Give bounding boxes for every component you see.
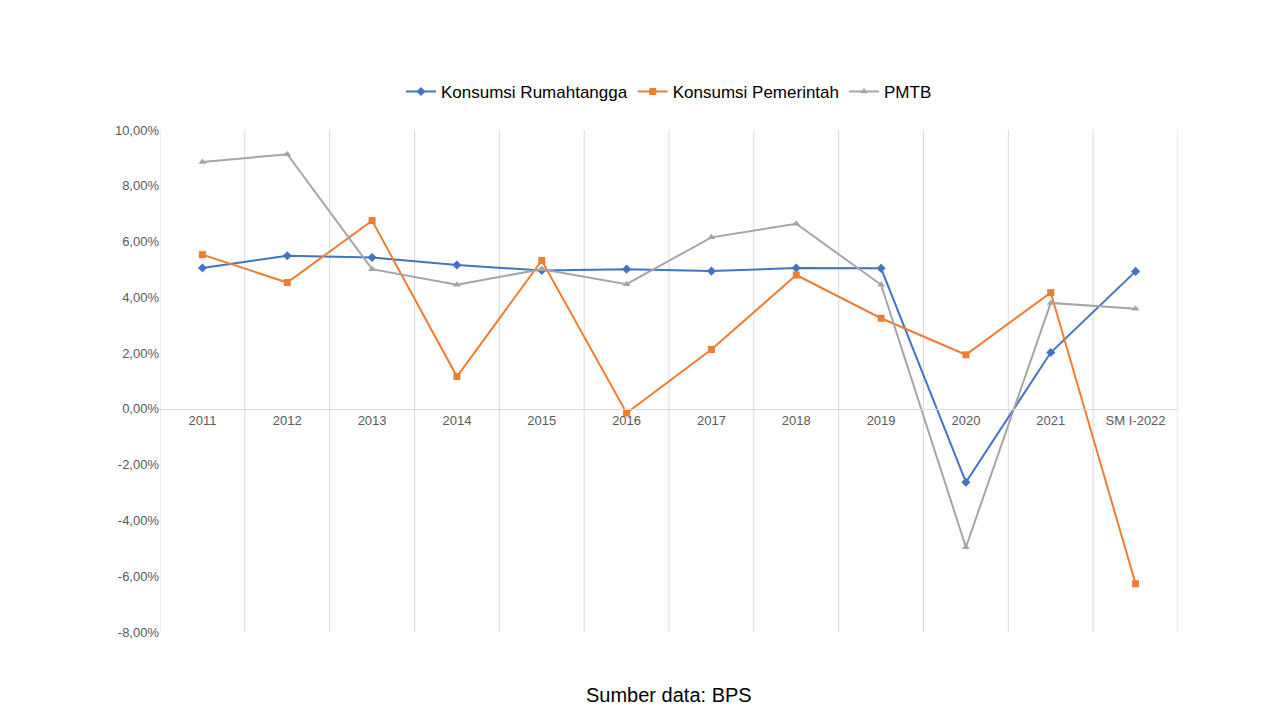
svg-text:-2,00%: -2,00%	[118, 457, 160, 472]
svg-text:2014: 2014	[442, 413, 471, 428]
svg-text:2021: 2021	[1036, 413, 1065, 428]
svg-text:8,00%: 8,00%	[122, 178, 159, 193]
svg-text:2011: 2011	[188, 413, 216, 428]
svg-text:2019: 2019	[867, 413, 896, 428]
svg-text:Konsumsi Rumahtangga: Konsumsi Rumahtangga	[441, 83, 628, 102]
svg-text:PMTB: PMTB	[884, 83, 931, 102]
svg-text:2013: 2013	[358, 413, 387, 428]
svg-text:4,00%: 4,00%	[122, 290, 159, 305]
svg-text:2017: 2017	[697, 413, 726, 428]
svg-text:10,00%: 10,00%	[115, 123, 160, 138]
svg-text:Konsumsi Pemerintah: Konsumsi Pemerintah	[673, 83, 839, 102]
svg-text:-6,00%: -6,00%	[118, 569, 160, 584]
svg-text:-8,00%: -8,00%	[118, 625, 160, 640]
svg-text:-4,00%: -4,00%	[118, 513, 160, 528]
svg-text:2,00%: 2,00%	[122, 346, 159, 361]
svg-text:2016: 2016	[612, 413, 641, 428]
svg-text:SM I-2022: SM I-2022	[1106, 413, 1166, 428]
svg-text:Sumber data: BPS: Sumber data: BPS	[586, 684, 752, 706]
svg-text:0,00%: 0,00%	[122, 401, 159, 416]
svg-text:6,00%: 6,00%	[122, 234, 159, 249]
svg-text:2020: 2020	[951, 413, 980, 428]
svg-text:2015: 2015	[527, 413, 556, 428]
svg-text:2012: 2012	[273, 413, 302, 428]
svg-text:2018: 2018	[782, 413, 811, 428]
